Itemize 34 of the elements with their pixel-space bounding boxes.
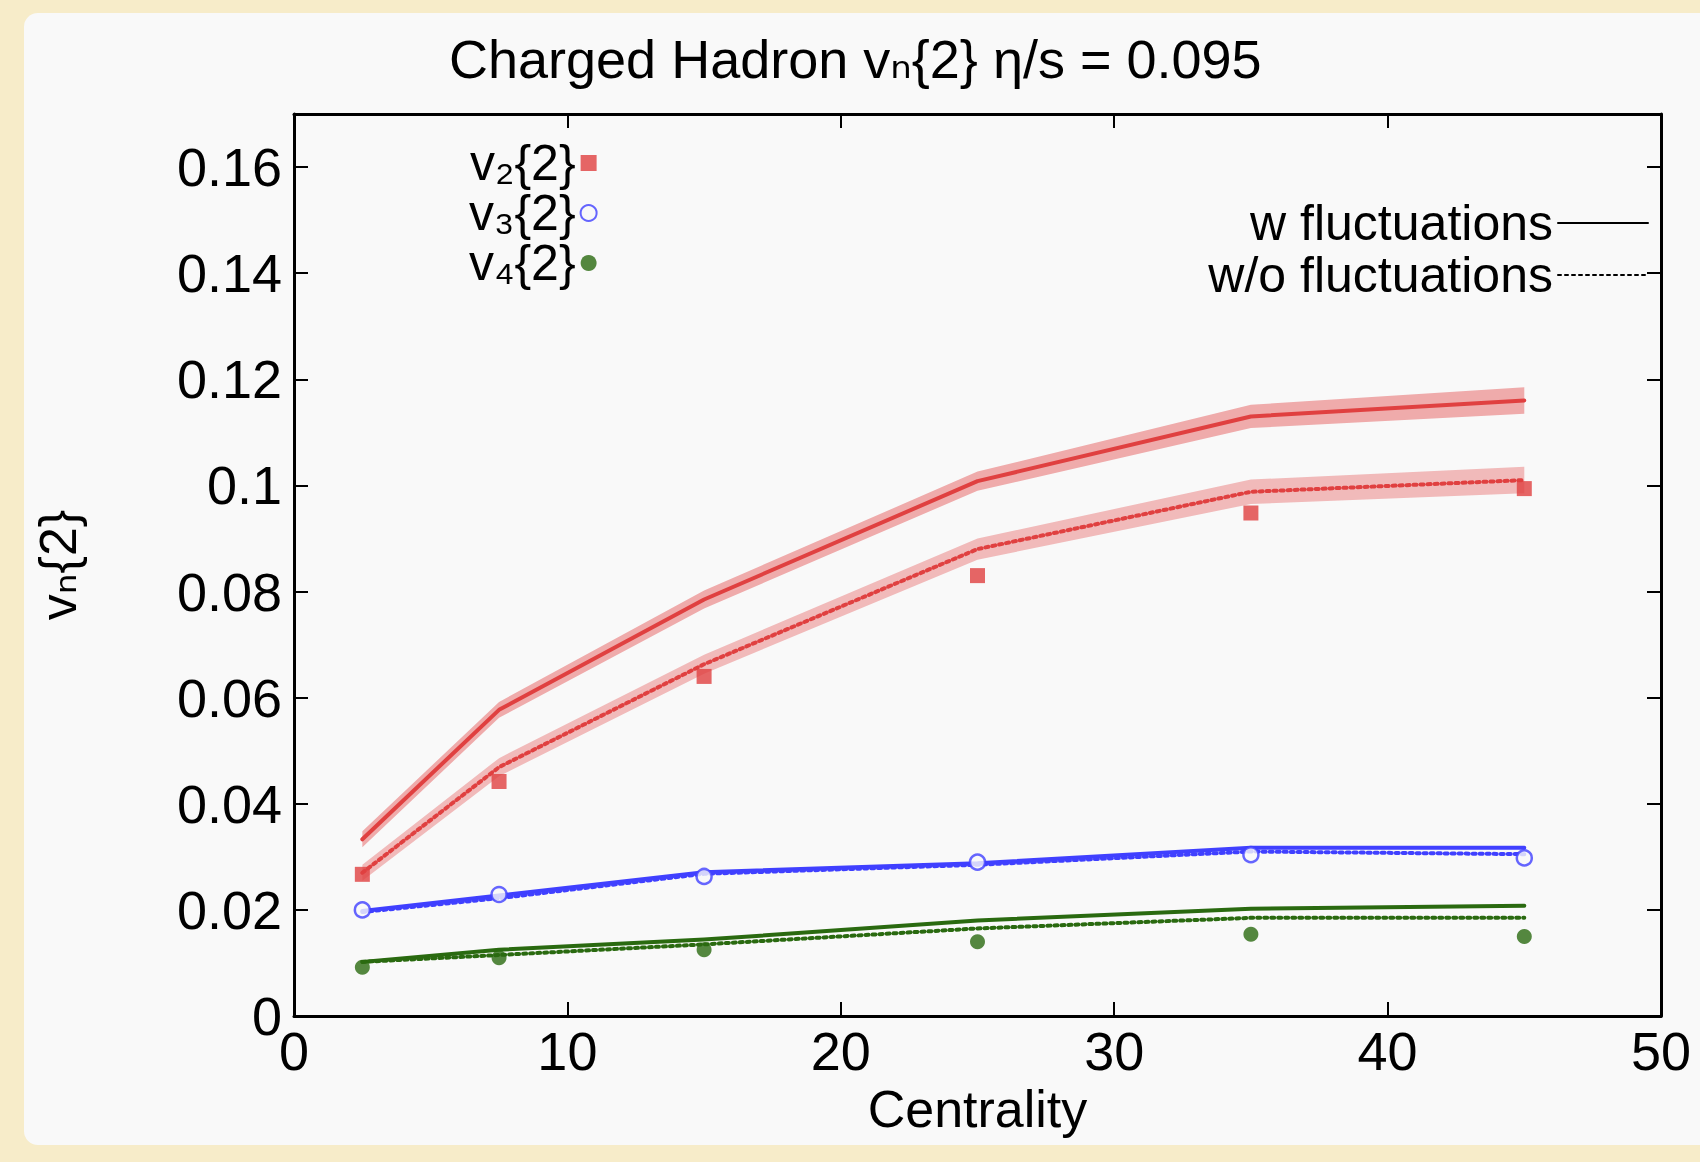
point — [970, 568, 985, 584]
point — [490, 885, 508, 904]
y-axis-title: vₙ{2} — [29, 509, 87, 621]
y-tick-label: 0.04 — [176, 773, 282, 834]
y-tick-label: 0.1 — [206, 455, 282, 516]
y-tick-label: 0.02 — [176, 879, 282, 940]
point — [970, 934, 985, 950]
y-tick-label: 0.08 — [176, 561, 282, 622]
y-tick-label: 0.16 — [176, 137, 282, 198]
x-tick-label: 30 — [1084, 1021, 1145, 1081]
x-tick-label: 10 — [537, 1021, 598, 1081]
point — [1515, 849, 1534, 867]
chart-title: Charged Hadron vₙ{2} η/s = 0.095 — [449, 29, 1262, 89]
point — [1242, 845, 1260, 864]
point — [353, 901, 372, 919]
point — [1516, 928, 1532, 944]
point — [354, 959, 370, 975]
y-tick-label: 0.12 — [176, 349, 282, 410]
point — [968, 853, 987, 871]
point — [696, 942, 712, 958]
x-tick-label: 50 — [1630, 1021, 1692, 1081]
x-tick-label: 20 — [810, 1021, 871, 1081]
y-tick-label: 0.06 — [176, 667, 282, 728]
point — [491, 950, 507, 966]
point — [1243, 926, 1259, 942]
point — [491, 773, 507, 789]
point — [695, 867, 713, 886]
point — [1243, 505, 1259, 521]
point — [696, 668, 712, 684]
point — [354, 866, 370, 882]
x-tick-label: 40 — [1357, 1021, 1418, 1081]
point — [1516, 481, 1532, 497]
y-tick-label: 0.14 — [176, 243, 282, 304]
x-axis-title: Centrality — [867, 1079, 1088, 1138]
